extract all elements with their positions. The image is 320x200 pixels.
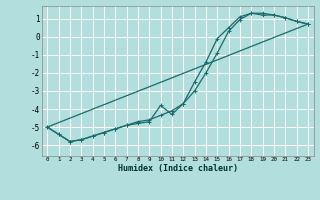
X-axis label: Humidex (Indice chaleur): Humidex (Indice chaleur) bbox=[118, 164, 237, 173]
